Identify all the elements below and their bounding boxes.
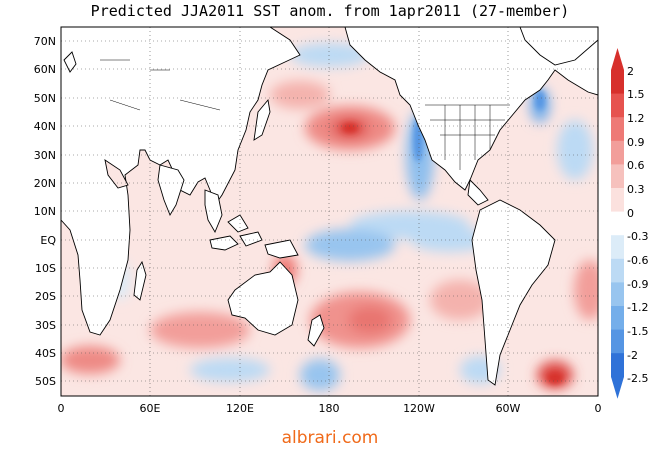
colorbar-segment (611, 235, 624, 260)
colorbar-label: -0.6 (627, 254, 648, 267)
graticule (61, 27, 598, 396)
colorbar-segment (611, 211, 624, 236)
lat-label: 10S (35, 262, 56, 275)
anomaly-field (61, 27, 598, 396)
colorbar-label: -0.3 (627, 230, 648, 243)
sst-anomaly-map: 70N 60N 50N 40N 30N 20N 10N EQ 10S 20S 3… (34, 26, 648, 415)
lon-label: 0 (58, 402, 65, 415)
lon-label: 60E (140, 402, 161, 415)
longitude-labels: 0 60E 120E 180 120W 60W 0 (58, 402, 602, 415)
colorbar-label: 1.2 (627, 112, 645, 125)
colorbar-segment (611, 140, 624, 165)
lon-label: 60W (496, 402, 521, 415)
lon-label: 0 (595, 402, 602, 415)
colorbar-label: -1.2 (627, 301, 648, 314)
colorbar-segment (611, 188, 624, 213)
colorbar-label: 0.3 (627, 183, 645, 196)
colorbar-label: -1.5 (627, 325, 648, 338)
lat-label: 70N (34, 35, 56, 48)
colorbar-labels: 2 1.5 1.2 0.9 0.6 0.3 0 -0.3 -0.6 -0.9 -… (627, 65, 648, 385)
lon-label: 120W (403, 402, 435, 415)
lat-label: 40S (35, 347, 56, 360)
colorbar-segment (611, 353, 624, 378)
colorbar-label: 2 (627, 65, 634, 78)
lat-label: 10N (34, 205, 56, 218)
colorbar-label: -2.5 (627, 372, 648, 385)
colorbar-label: 0.9 (627, 136, 645, 149)
colorbar-label: 0.6 (627, 159, 645, 172)
lat-label: EQ (40, 234, 56, 247)
lat-label: 50N (34, 92, 56, 105)
colorbar-segment (611, 93, 624, 118)
map-frame (60, 26, 599, 397)
map-title: Predicted JJA2011 SST anom. from 1apr201… (90, 2, 570, 20)
colorbar-label: 0 (627, 207, 634, 220)
colorbar-segment (611, 282, 624, 307)
colorbar-segment (611, 117, 624, 142)
lat-label: 20S (35, 290, 56, 303)
state-borders (100, 59, 510, 170)
lat-label: 30S (35, 319, 56, 332)
colorbar-label: -0.9 (627, 278, 648, 291)
lat-label: 30N (34, 149, 56, 162)
colorbar-segment (611, 164, 624, 189)
lat-label: 50S (35, 375, 56, 388)
lon-label: 120E (226, 402, 254, 415)
lat-label: 60N (34, 63, 56, 76)
lon-label: 180 (319, 402, 340, 415)
watermark: albrari.com (281, 428, 379, 448)
colorbar-segment (611, 258, 624, 283)
colorbar-segment (611, 329, 624, 354)
lat-label: 20N (34, 177, 56, 190)
colorbar-segment (611, 70, 624, 95)
latitude-labels: 70N 60N 50N 40N 30N 20N 10N EQ 10S 20S 3… (34, 35, 57, 388)
colorbar (611, 48, 624, 399)
lat-label: 40N (34, 120, 56, 133)
colorbar-label: -2 (627, 349, 638, 362)
colorbar-top-arrow (611, 48, 624, 70)
colorbar-label: 1.5 (627, 88, 645, 101)
colorbar-segment (611, 306, 624, 331)
colorbar-bottom-arrow (611, 376, 624, 399)
